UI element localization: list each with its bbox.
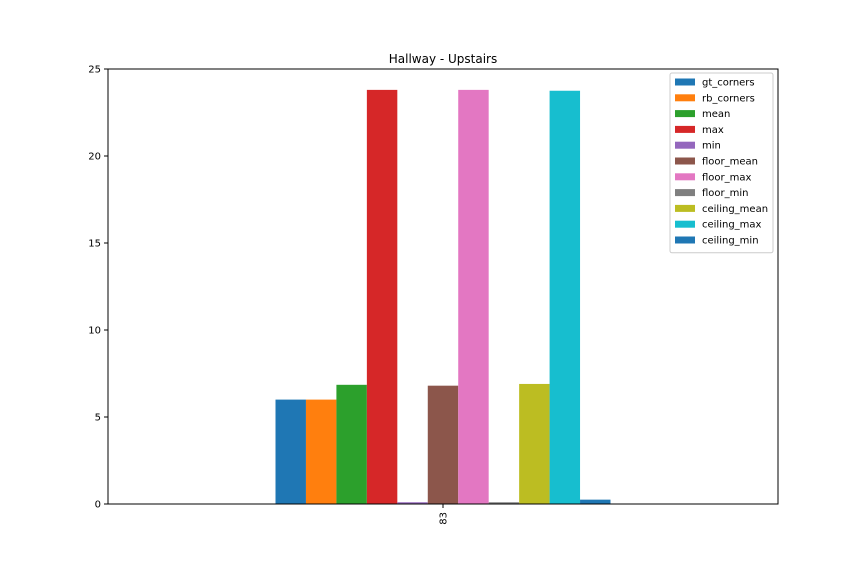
bar-max (366, 89, 398, 504)
bar-ceiling_max (549, 90, 581, 504)
legend-swatch-rb_corners (675, 94, 695, 102)
legend-label-min: min (702, 141, 721, 152)
legend-label-rb_corners: rb_corners (702, 93, 755, 104)
bar-mean (336, 384, 367, 504)
y-tick-label: 5 (95, 413, 101, 424)
legend-label-ceiling_mean: ceiling_mean (702, 204, 768, 215)
bar-floor_mean (427, 385, 459, 504)
bar-gt_corners (275, 399, 306, 504)
legend-swatch-mean (675, 110, 695, 118)
bar-floor_min (488, 502, 520, 504)
y-tick-label: 25 (88, 65, 101, 76)
legend-swatch-floor_max (675, 173, 695, 181)
legend-label-gt_corners: gt_corners (702, 78, 755, 89)
bars-group (275, 89, 611, 504)
legend-label-floor_min: floor_min (702, 188, 749, 199)
legend-frame (669, 72, 774, 254)
y-tick-label: 0 (95, 500, 101, 511)
legend-swatch-floor_min (675, 189, 695, 197)
legend-label-floor_mean: floor_mean (702, 157, 758, 168)
y-axis: 0 5 10 15 20 25 (88, 65, 108, 511)
y-tick-label: 15 (88, 239, 101, 250)
y-tick-label: 20 (88, 152, 101, 163)
legend-label-ceiling_max: ceiling_max (702, 220, 762, 231)
bar-rb_corners (305, 399, 337, 504)
legend-label-max: max (702, 125, 724, 136)
bar-ceiling_min (580, 499, 611, 504)
legend-label-ceiling_min: ceiling_min (702, 236, 759, 247)
legend-label-mean: mean (702, 109, 730, 120)
legend-swatch-ceiling_mean (675, 204, 695, 212)
bar-min (397, 502, 428, 504)
bar-ceiling_mean (519, 383, 550, 504)
x-tick-label: 83 (439, 512, 450, 525)
legend-swatch-ceiling_max (675, 220, 695, 228)
legend-label-floor_max: floor_max (702, 172, 752, 183)
legend-swatch-gt_corners (675, 78, 695, 86)
y-tick-label: 10 (88, 326, 101, 337)
legend-swatch-floor_mean (675, 157, 695, 165)
x-axis: 83 (439, 504, 450, 525)
legend-swatch-min (675, 141, 695, 149)
bar-floor_max (458, 89, 489, 504)
legend-swatch-max (675, 125, 695, 133)
chart-title: Hallway - Upstairs (389, 52, 498, 66)
legend-swatch-ceiling_min (675, 236, 695, 244)
